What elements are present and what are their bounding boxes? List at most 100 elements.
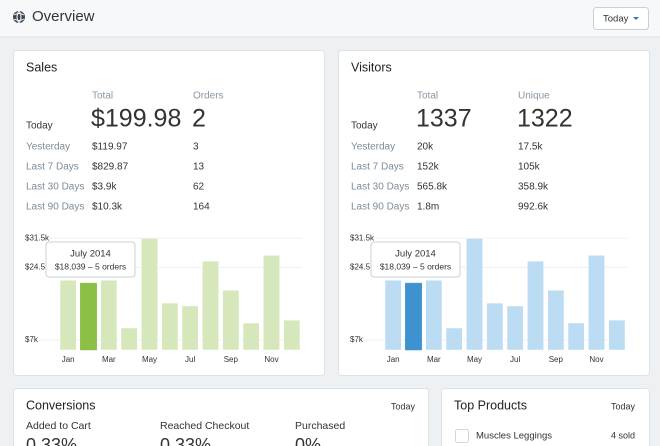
today-label: Today [351,121,378,132]
metric-value: 0.33% [160,435,211,446]
tooltip-text: $18,039 – 5 orders [380,261,451,271]
column-header: Orders [193,91,224,102]
column-header: Total [92,91,113,102]
row-label: Yesterday [351,142,395,153]
bar [59,279,77,351]
conversions-card [13,388,429,446]
period-label: Today [611,401,636,411]
metric-value: 0.33% [26,435,77,446]
card-title: Conversions [26,398,95,412]
bar [588,255,605,351]
today-label: Today [26,121,53,132]
bar [161,302,179,351]
x-tick-label: Jul [510,355,520,364]
x-tick-label: Mar [102,355,116,364]
bar [222,289,240,351]
period-button-label[interactable]: Today [603,14,629,25]
tooltip-box [370,241,461,278]
x-tick-label: Mar [427,355,441,364]
bar [181,305,199,351]
y-tick-label: $7k [350,335,364,344]
row-total: 565.8k [417,182,448,193]
today-total: $199.98 [91,105,181,133]
metric-value: 0% [295,435,321,446]
bar [527,260,544,351]
card-title: Top Products [454,398,527,412]
bar [608,319,626,351]
bar [486,302,504,351]
bar [80,282,97,351]
x-tick-label: Sep [224,355,239,364]
bar [263,255,280,351]
row-total: $829.87 [92,162,129,173]
bar [242,322,260,351]
column-header: Unique [518,91,550,102]
y-tick-label: $7k [25,335,39,344]
bar [547,289,565,351]
row-second: 17.5k [518,142,543,153]
bar [202,260,219,351]
row-label: Last 30 Days [26,182,84,193]
row-second: 105k [518,162,541,173]
x-tick-label: Nov [264,355,278,364]
row-label: Last 30 Days [351,182,409,193]
row-label: Last 90 Days [351,202,409,213]
bar [466,237,483,351]
row-second: 62 [193,182,205,193]
y-tick-label: $31.5k [350,233,375,242]
product-sold: 4 sold [611,430,635,440]
bar [100,279,118,351]
x-tick-label: Sep [549,355,564,364]
bar [384,279,402,351]
row-second: 13 [193,162,205,173]
page-title: Overview [32,8,95,25]
row-label: Last 7 Days [26,162,79,173]
bar [445,327,463,351]
globe-icon [13,11,25,23]
row-total: 152k [417,162,440,173]
x-tick-label: Jan [62,355,75,364]
x-tick-label: Jul [185,355,195,364]
x-tick-label: May [142,355,157,364]
row-second: 992.6k [518,202,549,213]
bar [120,327,138,351]
row-label: Last 7 Days [351,162,404,173]
row-second: 164 [193,202,210,213]
row-label: Last 90 Days [26,202,84,213]
x-tick-label: Jan [387,355,400,364]
top-products-card [441,388,650,446]
row-total: 1.8m [417,202,439,213]
column-header: Total [417,91,438,102]
product-name[interactable]: Muscles Leggings [476,431,552,442]
y-tick-label: $24.5k [350,262,375,271]
y-tick-label: $31.5k [25,233,50,242]
bar [405,282,422,351]
today-total: 1337 [416,105,472,133]
tooltip-box [45,241,136,278]
bar [506,305,524,351]
today-second: 2 [192,105,206,133]
row-second: 358.9k [518,182,549,193]
bar [567,322,585,351]
bar [425,279,443,351]
row-total: $10.3k [92,202,123,213]
metric-label: Purchased [295,420,345,432]
metric-label: Added to Cart [26,420,91,432]
bar [283,319,301,351]
x-tick-label: May [467,355,482,364]
x-tick-label: Nov [589,355,603,364]
today-second: 1322 [517,105,573,133]
row-total: $119.97 [92,142,128,153]
period-label: Today [391,401,416,411]
period-button[interactable] [593,7,649,30]
card-title: Visitors [351,60,392,74]
metric-label: Reached Checkout [160,420,249,432]
card-title: Sales [26,60,57,74]
bar [141,237,158,351]
product-checkbox[interactable] [455,429,469,443]
y-tick-label: $24.5k [25,262,50,271]
tooltip-title: July 2014 [395,249,436,260]
tooltip-title: July 2014 [70,249,111,260]
